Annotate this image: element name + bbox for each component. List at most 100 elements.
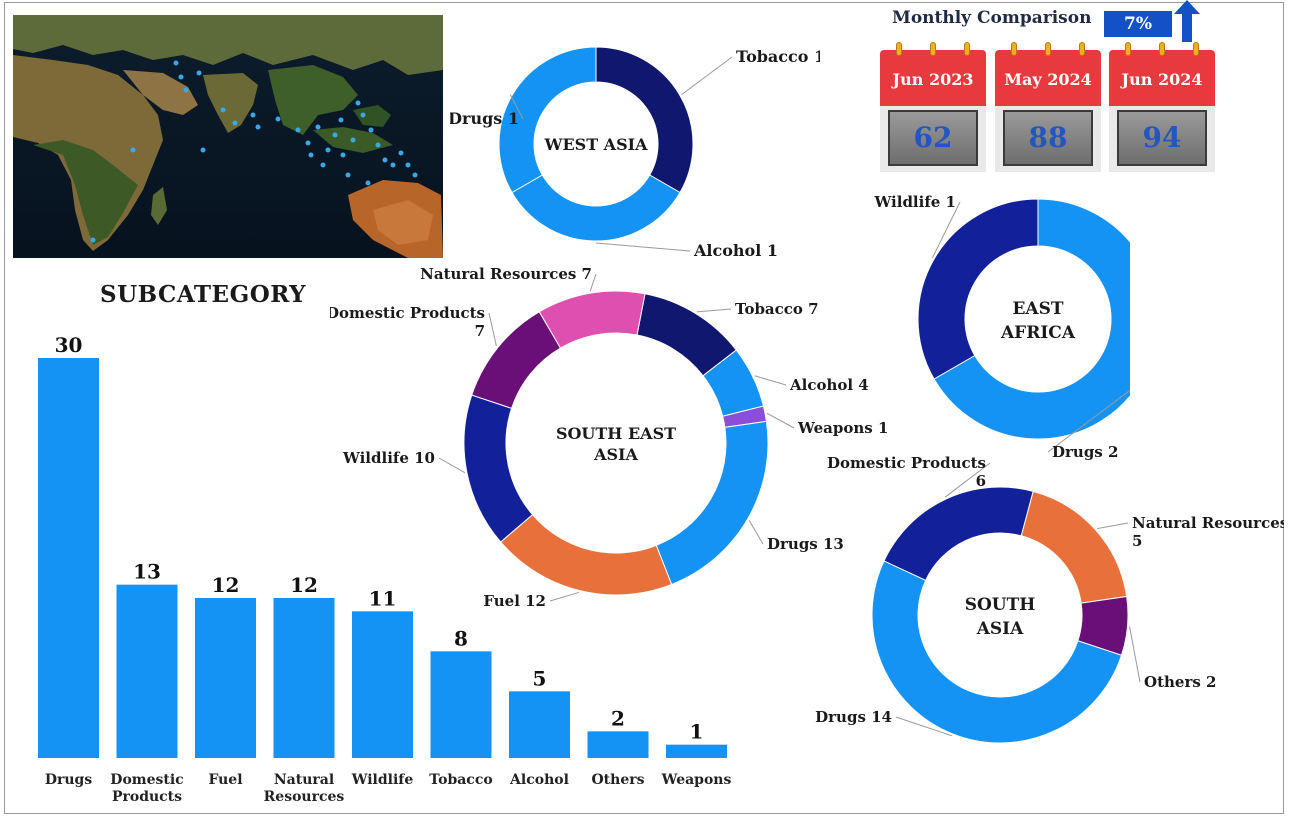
slice-natural-resources <box>538 290 646 349</box>
donut-center-title: SOUTH <box>965 595 1036 615</box>
donut-center-title: ASIA <box>593 445 638 464</box>
slice-drugs <box>871 560 1123 744</box>
bar-fuel <box>195 598 256 758</box>
slice-alcohol <box>511 174 681 242</box>
calendar-ring-icon <box>964 42 970 56</box>
slice-label-domestic-products: Domestic Products 7 <box>330 304 485 340</box>
donut-center-title: EAST <box>1012 299 1063 319</box>
slice-label-drugs: Drugs 14 <box>815 708 892 726</box>
bar-value-label: 13 <box>133 560 161 584</box>
calendar-jun-2023: Jun 2023 62 <box>880 42 986 172</box>
slice-label-tobacco: Tobacco 7 <box>735 300 819 318</box>
calendar-ring-icon <box>1045 42 1051 56</box>
slice-domestic-products <box>883 486 1034 582</box>
calendar-ring-icon <box>1125 42 1131 56</box>
world-map <box>13 15 443 258</box>
calendar-ring-icon <box>1079 42 1085 56</box>
bar-value-label: 11 <box>369 586 397 610</box>
donut-center-title: ASIA <box>976 619 1024 639</box>
bar-alcohol <box>509 691 570 758</box>
calendar-ring-icon <box>1193 42 1199 56</box>
leader-line <box>766 412 795 429</box>
calendar-ring-icon <box>930 42 936 56</box>
slice-label-drugs: Drugs 13 <box>767 535 844 553</box>
calendar-value: 88 <box>1003 110 1093 166</box>
change-badge: 7% <box>1104 11 1172 37</box>
slice-drugs <box>655 420 769 586</box>
bar-category-label: Fuel <box>208 772 242 788</box>
leader-line <box>1097 522 1129 530</box>
slice-label-weapons: Weapons 1 <box>797 419 888 437</box>
slice-natural-resources <box>1020 490 1128 604</box>
slice-label-tobacco: Tobacco 1 <box>736 47 820 66</box>
south-east-asia-donut: Tobacco 7 Alcohol 4 Weapons 1 Drugs 13 Fuel … <box>330 265 888 610</box>
bar-others <box>587 731 649 758</box>
bar-value-label: 12 <box>212 573 240 597</box>
leader-line <box>595 242 691 252</box>
slice-label-domestic-products: Domestic Products 6 <box>827 454 986 490</box>
bar-category-label: Wildlife <box>351 772 414 788</box>
bar-value-label: 2 <box>611 706 625 730</box>
calendar-month-label: Jun 2024 <box>1109 50 1215 106</box>
leader-line <box>589 273 597 292</box>
bar-category-label: Domestic Products <box>110 772 183 805</box>
bar-value-label: 1 <box>690 720 704 744</box>
bar-value-label: 8 <box>454 626 468 650</box>
donut-center-title: SOUTH EAST <box>556 424 676 443</box>
calendar-jun-2024: Jun 2024 94 <box>1109 42 1215 172</box>
slice-drugs <box>933 198 1130 440</box>
slice-label-drugs: Drugs 2 <box>1052 443 1118 461</box>
bar-weapons <box>666 744 727 758</box>
west-asia-donut: Tobacco 1 Alcohol 1 Drugs 1 WEST ASIA <box>450 46 820 260</box>
calendar-may-2024: May 2024 88 <box>995 42 1101 172</box>
donut-center-title: AFRICA <box>1000 323 1076 343</box>
slice-fuel <box>499 513 673 596</box>
bar-category-label: Natural Resources <box>264 772 345 805</box>
slice-label-alcohol: Alcohol 4 <box>789 376 869 394</box>
bar-drugs <box>38 358 99 758</box>
bar-tobacco <box>430 651 492 758</box>
calendar-month-label: May 2024 <box>995 50 1101 106</box>
slice-tobacco <box>595 46 694 194</box>
calendar-ring-icon <box>1159 42 1165 56</box>
slice-label-alcohol: Alcohol 1 <box>693 241 778 260</box>
bar-category-label: Weapons <box>661 772 732 788</box>
east-africa-donut: Drugs 2 Wildlife 1 EAST AFRICA <box>873 193 1130 461</box>
calendar-ring-icon <box>1011 42 1017 56</box>
south-asia-donut: Natural Resources 5 Others 2 Drugs 14 Domest… <box>815 454 1284 744</box>
calendar-month-label: Jun 2023 <box>880 50 986 106</box>
leader-line <box>509 94 524 120</box>
bar-chart-title: SUBCATEGORY <box>100 281 307 308</box>
calendar-value: 94 <box>1117 110 1207 166</box>
slice-label-wildlife: Wildlife 1 <box>873 193 956 211</box>
slice-drugs <box>498 46 597 194</box>
bar-wildlife <box>352 611 413 758</box>
bar-category-label: Others <box>591 772 644 788</box>
leader-line <box>748 520 764 545</box>
slice-label-fuel: Fuel 12 <box>483 592 546 610</box>
leader-line <box>549 591 580 602</box>
leader-line <box>754 375 787 386</box>
bar-value-label: 5 <box>533 666 547 690</box>
donut-center-title: WEST ASIA <box>543 135 648 154</box>
bar-natural-resources <box>273 598 335 758</box>
monthly-comparison-title: Monthly Comparison <box>892 8 1092 28</box>
leader-line <box>1047 389 1130 453</box>
leader-line <box>944 462 991 498</box>
calendar-value: 62 <box>888 110 978 166</box>
slice-label-natural-resources: Natural Resources 5 <box>1132 514 1284 550</box>
leader-line <box>895 716 953 737</box>
calendar-ring-icon <box>896 42 902 56</box>
slice-label-natural-resources: Natural Resources 7 <box>420 265 592 283</box>
leader-line <box>488 312 497 347</box>
leader-line <box>1129 626 1141 683</box>
bar-category-label: Drugs <box>45 772 92 788</box>
bar-value-label: 12 <box>290 573 318 597</box>
slice-label-wildlife: Wildlife 10 <box>342 449 435 467</box>
bar-value-label: 30 <box>55 333 83 357</box>
slice-wildlife <box>463 394 534 543</box>
slice-label-drugs: Drugs 1 <box>450 109 519 128</box>
slice-label-others: Others 2 <box>1144 673 1216 691</box>
leader-line <box>681 56 733 95</box>
